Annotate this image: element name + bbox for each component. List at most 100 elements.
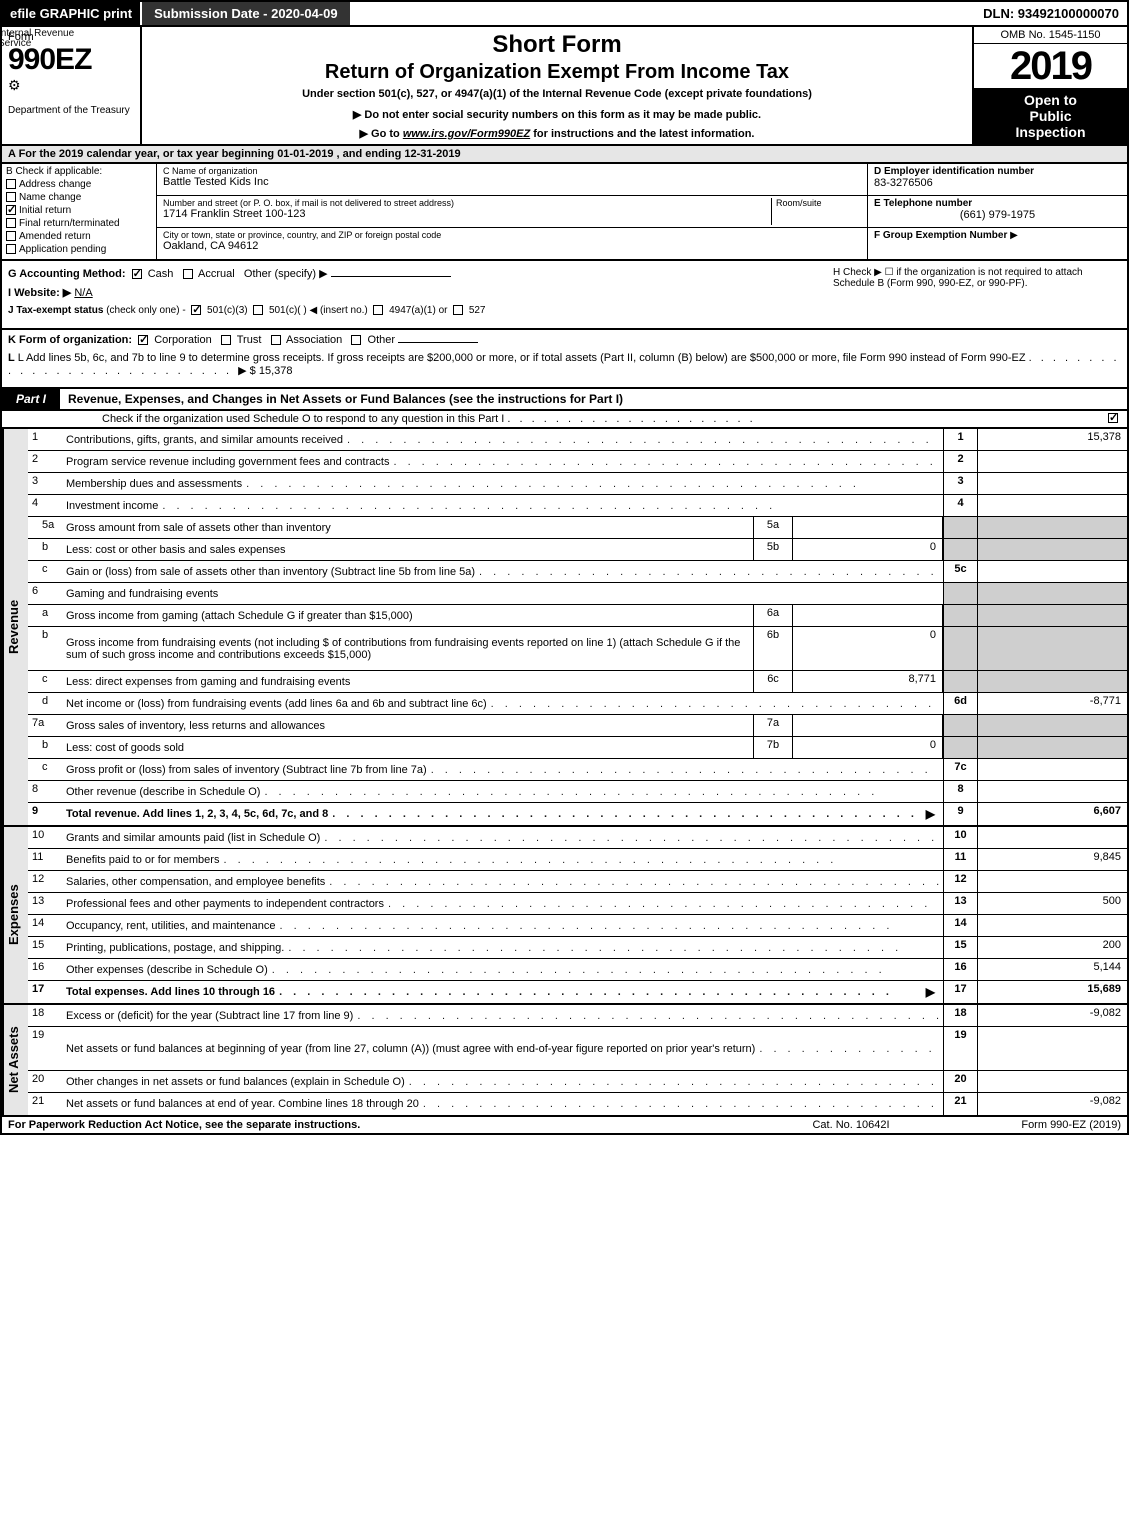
- chk-4947[interactable]: [373, 305, 383, 315]
- topbar-spacer: [350, 2, 976, 25]
- identity-section: B Check if applicable: Address change Na…: [0, 164, 1129, 261]
- open-l2: Public: [976, 108, 1125, 124]
- irs-link[interactable]: www.irs.gov/Form990EZ: [403, 128, 530, 140]
- box-c: C Name of organization Battle Tested Kid…: [157, 164, 867, 259]
- line-description: Excess or (deficit) for the year (Subtra…: [62, 1005, 943, 1026]
- table-row: 2Program service revenue including gover…: [28, 451, 1127, 473]
- org-name-row: C Name of organization Battle Tested Kid…: [157, 164, 867, 196]
- chk-other-org[interactable]: [351, 335, 361, 345]
- goto-suffix: for instructions and the latest informat…: [530, 128, 754, 140]
- right-line-number: 1: [943, 429, 977, 450]
- leader-dots: . . . . . . . . . . . . . . . . . . . . …: [409, 1076, 939, 1088]
- arrow-icon: ▶: [238, 365, 246, 377]
- right-line-number: 7c: [943, 759, 977, 780]
- line-number: 14: [28, 915, 62, 936]
- cash-label: Cash: [148, 268, 174, 280]
- table-row: 5aGross amount from sale of assets other…: [28, 517, 1127, 539]
- box-b: B Check if applicable: Address change Na…: [2, 164, 157, 259]
- department-label: Department of the Treasury: [8, 105, 130, 116]
- part1-check-row: Check if the organization used Schedule …: [0, 411, 1129, 429]
- k-opt-3: Other: [368, 334, 396, 346]
- chk-corporation[interactable]: [138, 335, 148, 345]
- right-line-number: [943, 715, 977, 736]
- table-row: 12Salaries, other compensation, and empl…: [28, 871, 1127, 893]
- g-label: G Accounting Method:: [8, 268, 126, 280]
- chk-name-change[interactable]: Name change: [6, 192, 152, 203]
- leader-dots: . . . . . . . . . . . . . . . . . . . . …: [288, 942, 939, 954]
- right-line-number: 21: [943, 1093, 977, 1115]
- leader-dots: . . . . . . . . . . . . . . . . . . . . …: [162, 500, 939, 512]
- chk-501c3[interactable]: [191, 305, 201, 315]
- line-number: 3: [28, 473, 62, 494]
- org-name-label: C Name of organization: [163, 166, 861, 176]
- line-description: Benefits paid to or for members. . . . .…: [62, 849, 943, 870]
- chk-trust[interactable]: [221, 335, 231, 345]
- expense-rows: 10Grants and similar amounts paid (list …: [28, 827, 1127, 1003]
- 527-label: 527: [469, 305, 486, 316]
- chk-accrual[interactable]: [183, 269, 193, 279]
- line-number: 13: [28, 893, 62, 914]
- right-line-value: [977, 1071, 1127, 1092]
- line-number: b: [28, 627, 62, 670]
- line-number: 2: [28, 451, 62, 472]
- chk-initial-return[interactable]: Initial return: [6, 205, 152, 216]
- table-row: dNet income or (loss) from fundraising e…: [28, 693, 1127, 715]
- mid-line-number: 6b: [753, 627, 793, 670]
- right-line-number: [943, 539, 977, 560]
- org-name-value: Battle Tested Kids Inc: [163, 176, 861, 188]
- chk-application-pending[interactable]: Application pending: [6, 244, 152, 255]
- table-row: cLess: direct expenses from gaming and f…: [28, 671, 1127, 693]
- box-j: J Tax-exempt status (check only one) - 5…: [8, 305, 821, 316]
- mid-line-number: 7b: [753, 737, 793, 758]
- line-description: Occupancy, rent, utilities, and maintena…: [62, 915, 943, 936]
- right-line-value: [977, 605, 1127, 626]
- chk-amended-return[interactable]: Amended return: [6, 231, 152, 242]
- leader-dots: . . . . . . . . . . . . . . . . . . . . …: [280, 920, 939, 932]
- other-specify-label: Other (specify) ▶: [244, 268, 328, 280]
- right-line-value: 5,144: [977, 959, 1127, 980]
- line-description: Professional fees and other payments to …: [62, 893, 943, 914]
- top-bar: efile GRAPHIC print Submission Date - 20…: [0, 0, 1129, 27]
- mid-line-value: 0: [793, 737, 943, 758]
- right-line-value: 200: [977, 937, 1127, 958]
- right-line-value: [977, 715, 1127, 736]
- table-row: 18Excess or (deficit) for the year (Subt…: [28, 1005, 1127, 1027]
- g-i-j-col: G Accounting Method: Cash Accrual Other …: [2, 261, 827, 328]
- line-number: 18: [28, 1005, 62, 1026]
- chk-501c[interactable]: [253, 305, 263, 315]
- line-description: Gross amount from sale of assets other t…: [62, 517, 753, 538]
- other-specify-input[interactable]: [331, 276, 451, 277]
- right-line-number: 9: [943, 803, 977, 825]
- right-line-number: 8: [943, 781, 977, 802]
- line-number: 11: [28, 849, 62, 870]
- line-number: a: [28, 605, 62, 626]
- open-to-public-badge: Open to Public Inspection: [974, 88, 1127, 144]
- line-number: 1: [28, 429, 62, 450]
- mid-line-value: 0: [793, 539, 943, 560]
- form-header: Internal Revenue Service Form 990EZ ⚙ De…: [0, 27, 1129, 146]
- header-right: OMB No. 1545-1150 2019 Open to Public In…: [972, 27, 1127, 144]
- chk-cash[interactable]: [132, 269, 142, 279]
- part1-dots: . . . . . . . . . . . . . . . . . . . . …: [507, 413, 755, 425]
- website-value: N/A: [74, 287, 92, 299]
- chk-address-change[interactable]: Address change: [6, 179, 152, 190]
- leader-dots: . . . . . . . . . . . . . . . . . . . . …: [332, 808, 922, 820]
- line-number: 4: [28, 495, 62, 516]
- leader-dots: . . . . . . . . . . . . . . . . . . . . …: [264, 786, 939, 798]
- efile-print-button[interactable]: efile GRAPHIC print: [2, 2, 140, 25]
- table-row: 21Net assets or fund balances at end of …: [28, 1093, 1127, 1115]
- chk-527[interactable]: [453, 305, 463, 315]
- chk-final-return[interactable]: Final return/terminated: [6, 218, 152, 229]
- box-k: K Form of organization: Corporation Trus…: [8, 334, 1121, 346]
- chk-schedule-o[interactable]: [1108, 413, 1118, 423]
- right-line-value: 6,607: [977, 803, 1127, 825]
- right-line-value: -9,082: [977, 1005, 1127, 1026]
- side-label-expenses: Expenses: [2, 827, 28, 1003]
- chk-label: Application pending: [19, 244, 106, 255]
- leader-dots: . . . . . . . . . . . . . . . . . . . . …: [393, 456, 939, 468]
- other-org-input[interactable]: [398, 342, 478, 343]
- chk-association[interactable]: [271, 335, 281, 345]
- table-row: bGross income from fundraising events (n…: [28, 627, 1127, 671]
- line-number: c: [28, 759, 62, 780]
- open-l1: Open to: [976, 92, 1125, 108]
